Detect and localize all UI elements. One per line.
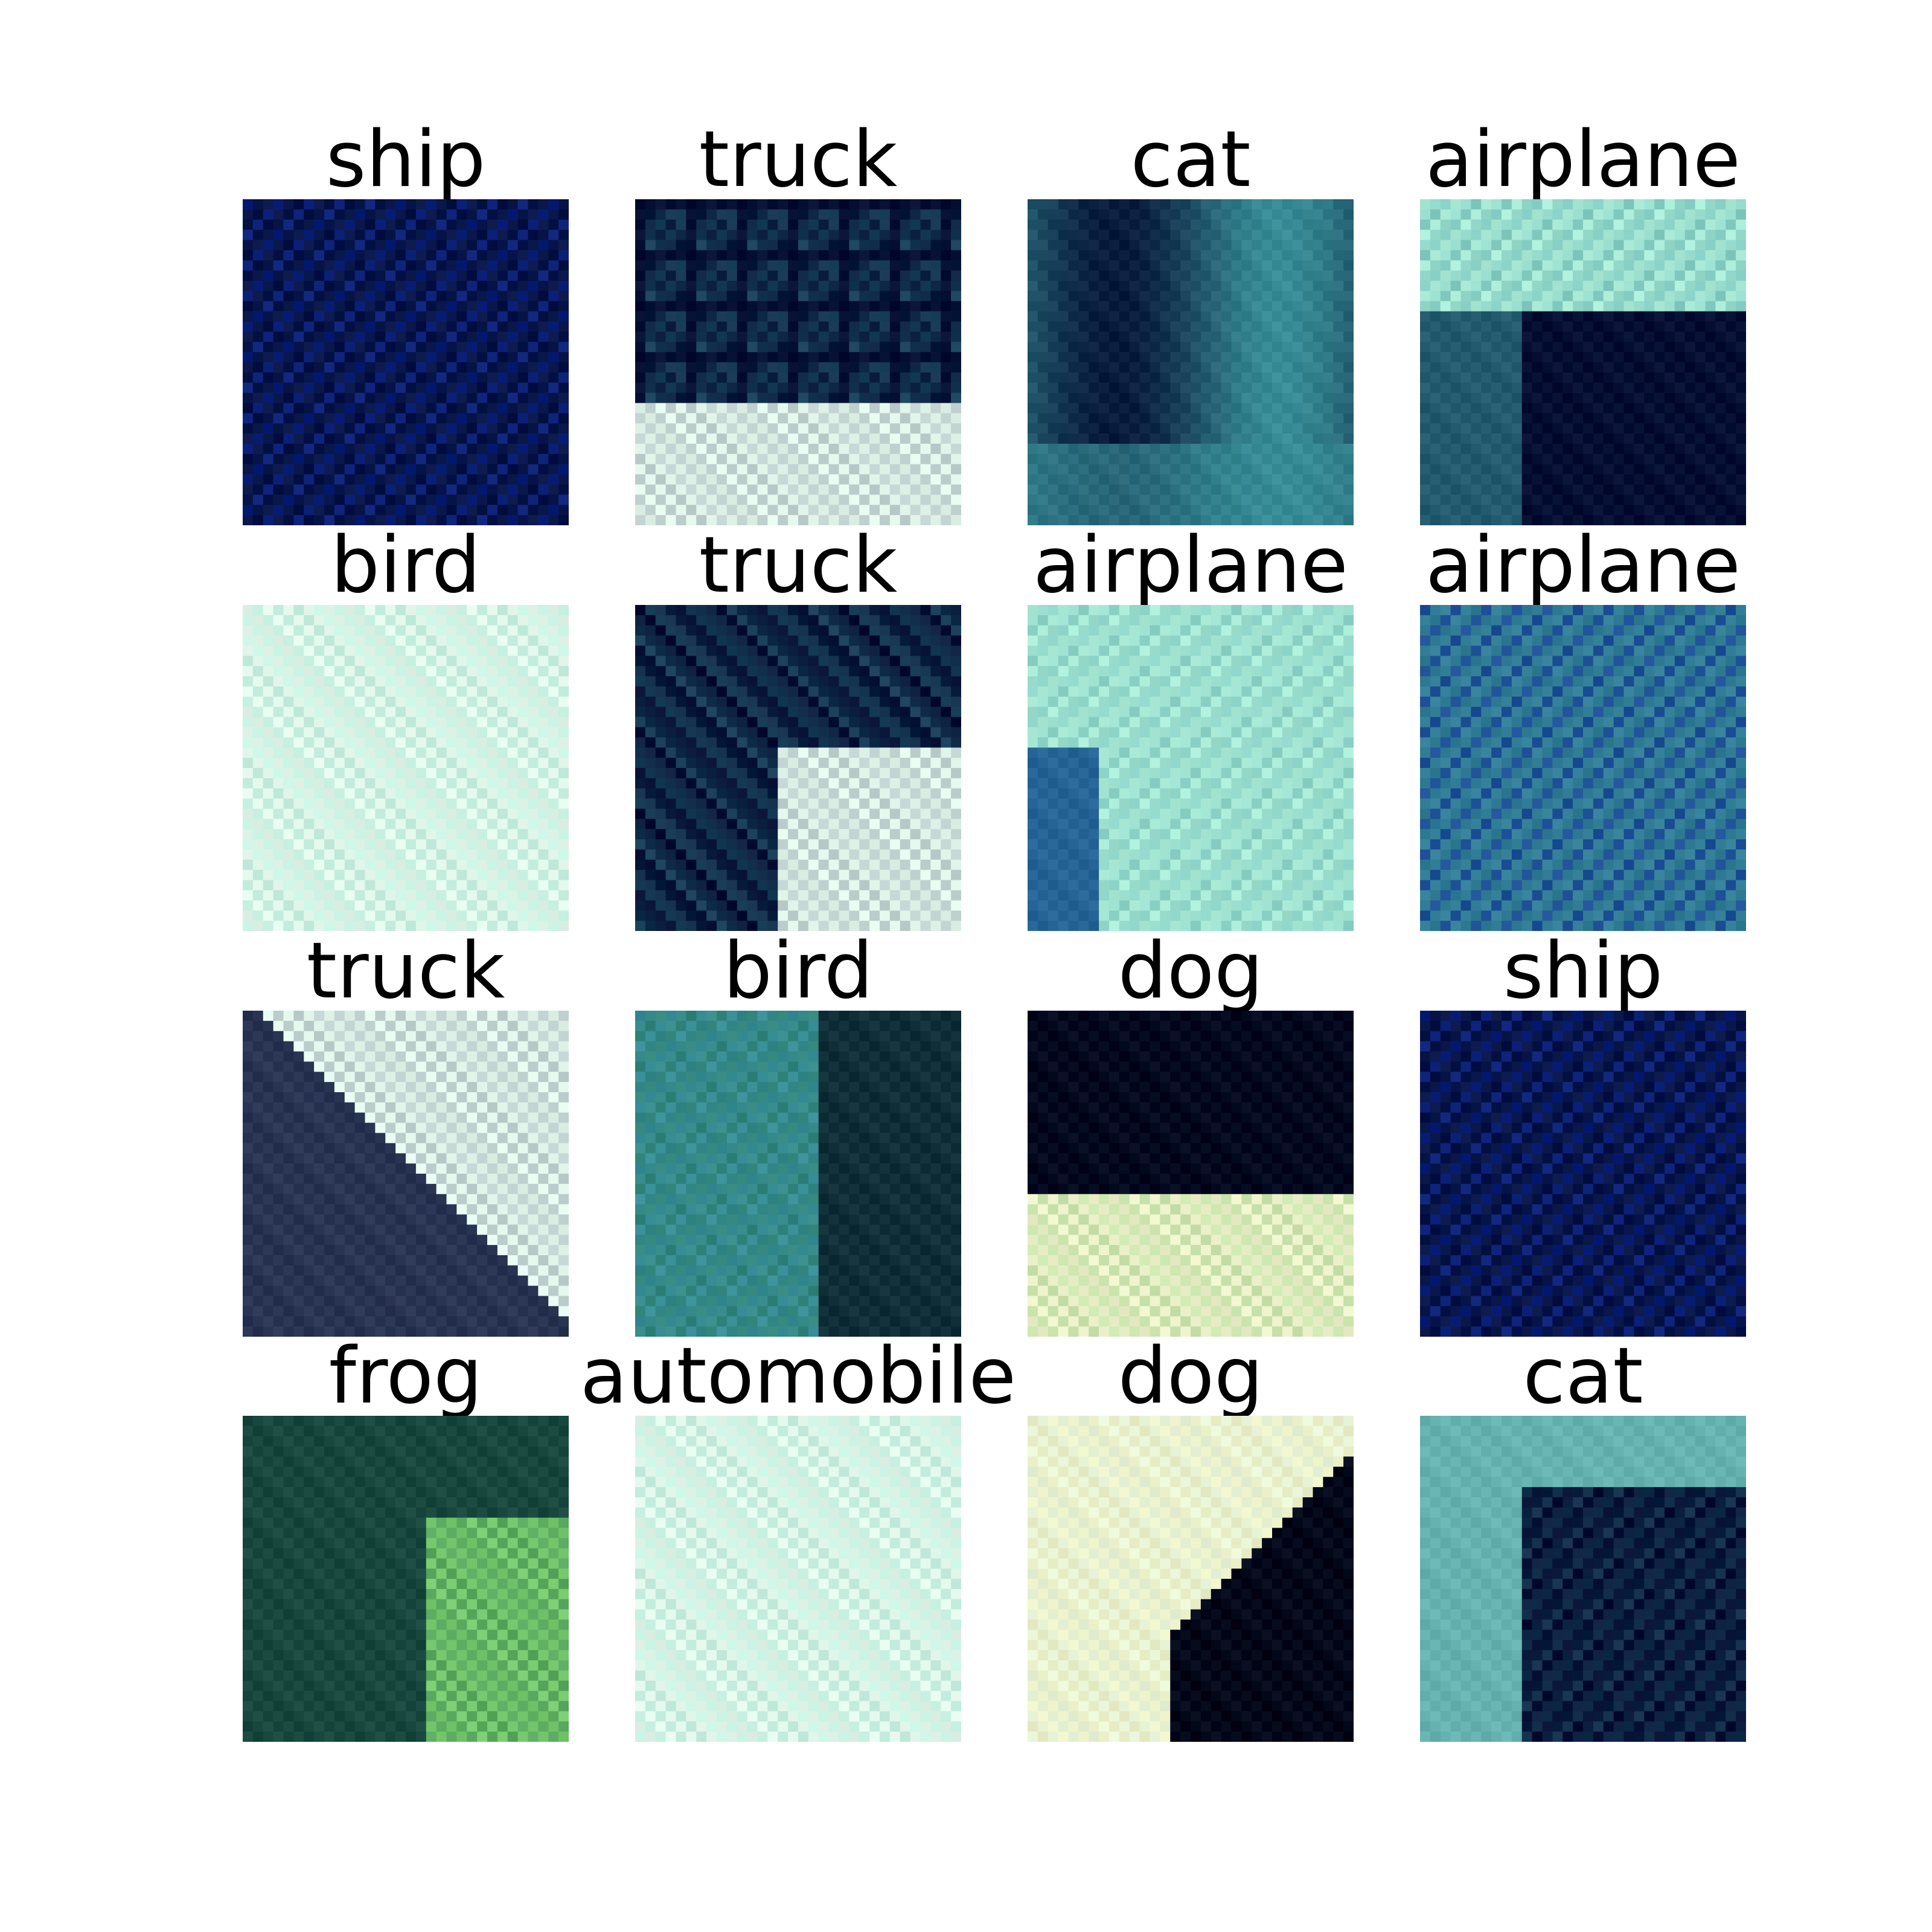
grid-cell: dog bbox=[1028, 932, 1354, 1337]
cell-label: truck bbox=[699, 520, 898, 610]
grid-cell: truck bbox=[635, 121, 961, 525]
grid-cell: cat bbox=[1028, 121, 1354, 525]
grid-cell: airplane bbox=[1028, 526, 1354, 931]
cell-label: cat bbox=[1130, 115, 1251, 205]
grid-cell: ship bbox=[243, 121, 569, 525]
grid-cell: bird bbox=[243, 526, 569, 931]
cell-label: cat bbox=[1523, 1331, 1643, 1421]
grid-cell: frog bbox=[243, 1337, 569, 1742]
generated-image bbox=[635, 1011, 961, 1337]
grid-cell: bird bbox=[635, 932, 961, 1337]
generated-image bbox=[243, 605, 569, 931]
cell-label: ship bbox=[325, 115, 486, 205]
grid-cell: airplane bbox=[1420, 121, 1746, 525]
grid-cell: cat bbox=[1420, 1337, 1746, 1742]
grid-cell: airplane bbox=[1420, 526, 1746, 931]
cell-label: airplane bbox=[1033, 520, 1348, 610]
cell-label: bird bbox=[723, 926, 874, 1016]
generated-image bbox=[1420, 605, 1746, 931]
cell-label: airplane bbox=[1425, 520, 1741, 610]
generated-image bbox=[1028, 199, 1354, 525]
cell-label: ship bbox=[1503, 926, 1663, 1016]
generated-image bbox=[1420, 1011, 1746, 1337]
generated-image bbox=[243, 1011, 569, 1337]
cell-label: dog bbox=[1118, 1331, 1264, 1421]
generated-image bbox=[1420, 199, 1746, 525]
cell-label: automobile bbox=[580, 1331, 1017, 1421]
grid-cell: truck bbox=[635, 526, 961, 931]
cell-label: bird bbox=[330, 520, 481, 610]
grid-cell: truck bbox=[243, 932, 569, 1337]
generated-image bbox=[1420, 1416, 1746, 1742]
cell-label: frog bbox=[328, 1331, 483, 1421]
cell-label: truck bbox=[306, 926, 505, 1016]
generated-image bbox=[1028, 1011, 1354, 1337]
cell-label: airplane bbox=[1425, 115, 1741, 205]
generated-image bbox=[635, 1416, 961, 1742]
cell-label: dog bbox=[1118, 926, 1264, 1016]
cell-label: truck bbox=[699, 115, 898, 205]
generated-image bbox=[635, 605, 961, 931]
generated-image bbox=[243, 199, 569, 525]
grid-cell: dog bbox=[1028, 1337, 1354, 1742]
grid-cell: ship bbox=[1420, 932, 1746, 1337]
grid-cell: automobile bbox=[580, 1337, 1016, 1742]
generated-image bbox=[635, 199, 961, 525]
generated-image bbox=[1028, 605, 1354, 931]
generated-image bbox=[243, 1416, 569, 1742]
generated-image bbox=[1028, 1416, 1354, 1742]
